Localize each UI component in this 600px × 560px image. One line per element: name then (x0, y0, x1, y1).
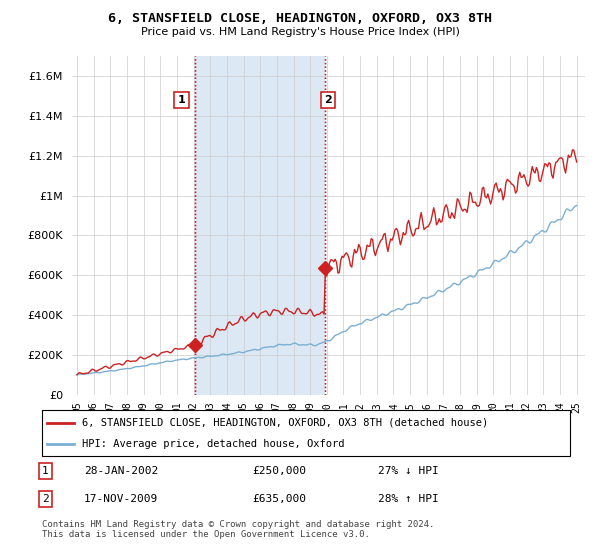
Text: £635,000: £635,000 (252, 494, 306, 504)
Text: 27% ↓ HPI: 27% ↓ HPI (378, 466, 439, 476)
Text: 2: 2 (324, 95, 332, 105)
Text: 1: 1 (42, 466, 49, 476)
Text: 2: 2 (42, 494, 49, 504)
Text: 6, STANSFIELD CLOSE, HEADINGTON, OXFORD, OX3 8TH: 6, STANSFIELD CLOSE, HEADINGTON, OXFORD,… (108, 12, 492, 25)
Bar (195, 56, 325, 395)
Text: HPI: Average price, detached house, Oxford: HPI: Average price, detached house, Oxfo… (82, 439, 344, 449)
Text: 6, STANSFIELD CLOSE, HEADINGTON, OXFORD, OX3 8TH (detached house): 6, STANSFIELD CLOSE, HEADINGTON, OXFORD,… (82, 418, 488, 428)
Text: 17-NOV-2009: 17-NOV-2009 (84, 494, 158, 504)
Text: 28% ↑ HPI: 28% ↑ HPI (378, 494, 439, 504)
Text: 1: 1 (178, 95, 185, 105)
Text: £250,000: £250,000 (252, 466, 306, 476)
Text: Contains HM Land Registry data © Crown copyright and database right 2024.
This d: Contains HM Land Registry data © Crown c… (42, 520, 434, 539)
FancyBboxPatch shape (42, 410, 570, 456)
Text: 28-JAN-2002: 28-JAN-2002 (84, 466, 158, 476)
Text: Price paid vs. HM Land Registry's House Price Index (HPI): Price paid vs. HM Land Registry's House … (140, 27, 460, 37)
